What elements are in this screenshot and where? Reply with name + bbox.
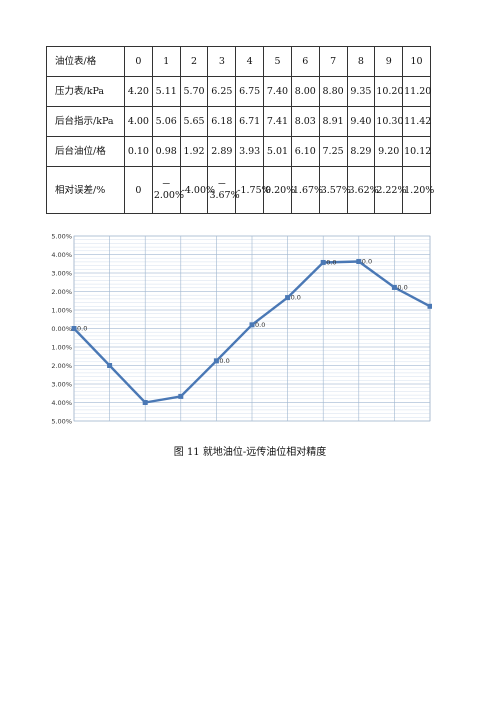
table-cell: － 2.00% <box>151 166 184 214</box>
data-point <box>427 303 433 309</box>
data-point <box>391 284 397 290</box>
table-cell: 7 <box>318 46 348 77</box>
table-cell: 10.30 <box>374 106 404 137</box>
y-tick-label: 1.00% <box>51 307 72 315</box>
table-header-row: 油位表/格 0 1 2 3 4 5 6 7 8 9 10 <box>46 46 431 77</box>
table-cell: 1.20% <box>402 166 434 214</box>
table-cell: 11.42 <box>402 106 431 137</box>
table-cell: 0 <box>124 46 153 77</box>
data-label: 0.0 <box>397 283 407 291</box>
table-cell: 1.67% <box>290 166 323 214</box>
table-cell: 9.40 <box>346 106 376 137</box>
y-tick-label: 3.00% <box>51 270 72 278</box>
table-cell: 1.92 <box>179 136 209 167</box>
table-cell: 8.91 <box>318 106 348 137</box>
data-point <box>285 295 291 301</box>
data-point <box>142 400 148 405</box>
data-label: 0.0 <box>255 321 265 329</box>
table-cell: 10.12 <box>402 136 431 167</box>
table-cell: 5.01 <box>263 136 292 167</box>
table-cell: 6 <box>290 46 320 77</box>
table-cell: 0.10 <box>124 136 153 167</box>
table-cell: 2.89 <box>207 136 237 167</box>
data-point <box>356 259 362 265</box>
row-label-cell: 后台指示/kPa <box>46 106 125 137</box>
table-cell: 6.25 <box>207 76 237 107</box>
table-cell: 5.11 <box>151 76 181 107</box>
table-cell: 10.20 <box>374 76 404 107</box>
table-cell: 4 <box>235 46 265 77</box>
table-cell: 5 <box>263 46 292 77</box>
row-label-cell: 后台油位/格 <box>46 136 125 167</box>
data-point <box>178 393 184 399</box>
table-cell: 0.20% <box>263 166 295 214</box>
table-cell: 10 <box>402 46 431 77</box>
y-tick-label: 1.00% <box>51 344 72 352</box>
table-cell: 3.57% <box>318 166 351 214</box>
relative-error-chart: 5.00% 4.00% 3.00% 2.00% 1.00% 0.00% 1.00% 2.00%… <box>46 228 443 428</box>
y-tick-label: 3.00% <box>51 381 72 389</box>
table-cell: 5.06 <box>151 106 181 137</box>
data-point <box>320 259 326 265</box>
data-point <box>249 322 255 328</box>
y-tick-label: 2.00% <box>51 362 72 370</box>
table-cell: 8.00 <box>290 76 320 107</box>
table-cell: 2 <box>179 46 209 77</box>
row-label-cell: 压力表/kPa <box>46 76 125 107</box>
table-cell: 5.65 <box>179 106 209 137</box>
table-cell: 6.71 <box>235 106 265 137</box>
y-tick-label: 0.00% <box>51 325 72 333</box>
table-cell: 1 <box>151 46 181 77</box>
table-cell: 7.25 <box>318 136 348 167</box>
table-cell: 9 <box>374 46 404 77</box>
table-cell: 8.29 <box>346 136 376 167</box>
table-cell: 7.40 <box>263 76 292 107</box>
y-tick-label: 4.00% <box>51 399 72 407</box>
row-label-cell: 相对误差/% <box>46 166 125 214</box>
data-label: 0.0 <box>77 325 87 333</box>
table-cell: 4.00 <box>124 106 153 137</box>
table-row: 相对误差/% 0 － 2.00% -4.00% － 3.67% -1.75% 0.20% 1.… <box>46 166 434 214</box>
table-cell: 8.80 <box>318 76 348 107</box>
table-row: 后台指示/kPa 4.00 5.06 5.65 6.18 6.71 7.41 8.03 8.91… <box>46 106 431 137</box>
data-point <box>71 326 77 331</box>
table-cell: 0.98 <box>151 136 181 167</box>
table-cell: 9.35 <box>346 76 376 107</box>
data-point <box>213 358 219 364</box>
table-cell: -4.00% <box>179 166 215 214</box>
data-label: 0.0 <box>326 258 336 266</box>
table-cell: 8 <box>346 46 376 77</box>
table-cell: 2.22% <box>374 166 407 214</box>
data-label: 0.0 <box>362 258 372 266</box>
table-row: 压力表/kPa 4.20 5.11 5.70 6.25 6.75 7.40 8.00 8.80 9… <box>46 76 431 107</box>
table-cell: 5.70 <box>179 76 209 107</box>
table-row: 后台油位/格 0.10 0.98 1.92 2.89 3.93 5.01 6.10 7.25 8.… <box>46 136 431 167</box>
table-cell: 8.03 <box>290 106 320 137</box>
table-cell: 9.20 <box>374 136 404 167</box>
table-cell: 7.41 <box>263 106 292 137</box>
y-tick-label: 5.00% <box>51 418 72 426</box>
y-tick-label: 5.00% <box>51 233 72 241</box>
table-cell: 6.18 <box>207 106 237 137</box>
chart-svg: 5.00% 4.00% 3.00% 2.00% 1.00% 0.00% 1.00% 2.00%… <box>51 233 443 426</box>
table-cell: 0 <box>124 166 153 214</box>
figure-caption: 图 11 就地油位-远传油位相对精度 <box>173 447 327 458</box>
table-cell: 11.20 <box>402 76 431 107</box>
y-tick-label: 4.00% <box>51 251 72 259</box>
table-cell: -1.75% <box>235 166 271 214</box>
data-table: 油位表/格 0 1 2 3 4 5 6 7 8 9 10 压力表/kPa 4.20 5.11 5.70 6.25… <box>46 46 434 214</box>
table-cell: 3.93 <box>235 136 265 167</box>
data-label: 0.0 <box>219 357 229 365</box>
data-label: 0.0 <box>291 294 301 302</box>
table-cell: － 3.67% <box>207 166 240 214</box>
table-cell: 6.10 <box>290 136 320 167</box>
table-cell: 3.62% <box>346 166 379 214</box>
table-cell: 6.75 <box>235 76 265 107</box>
data-point <box>107 363 113 368</box>
table-cell: 4.20 <box>124 76 153 107</box>
y-tick-label: 2.00% <box>51 288 72 296</box>
row-label-cell: 油位表/格 <box>46 46 125 77</box>
table-cell: 3 <box>207 46 237 77</box>
